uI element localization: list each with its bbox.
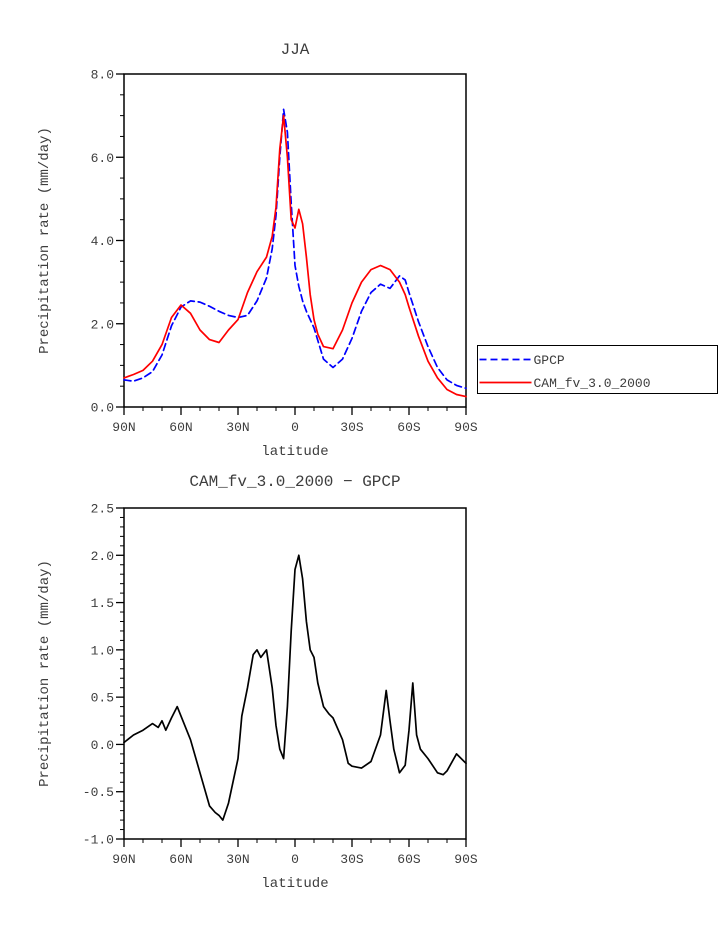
- legend-label: GPCP: [534, 353, 565, 368]
- x-tick-label: 60S: [397, 420, 421, 435]
- chart-title: CAM_fv_3.0_2000 − GPCP: [189, 473, 400, 491]
- legend-label: CAM_fv_3.0_2000: [534, 376, 651, 391]
- y-tick-label: 4.0: [91, 234, 114, 249]
- x-tick-label: 90S: [454, 420, 478, 435]
- series-line-difference: [123, 554, 467, 821]
- x-tick-label: 30N: [226, 852, 249, 867]
- jja-precipitation-chart: 90N 60N 30N 0 30S 60S 90S 0.0 2.0 4.0 6.0 8.0 JJA lat…: [37, 41, 478, 460]
- difference-chart: 90N 60N 30N 0 30S 60S 90S -1.0 -0.5 0.0 0.5 1.0 1.5 2…: [37, 473, 478, 892]
- y-tick-label: 6.0: [91, 151, 114, 166]
- y-tick-label: 8.0: [91, 68, 114, 83]
- x-tick-label: 60S: [397, 852, 421, 867]
- y-tick-label: 1.0: [91, 643, 114, 658]
- y-tick-label: -0.5: [83, 785, 114, 800]
- x-tick-label: 30N: [226, 420, 249, 435]
- series-line-CAM_fv_3.0_2000: [123, 114, 467, 398]
- chart-title: JJA: [281, 41, 310, 59]
- x-axis-label: latitude: [261, 444, 328, 460]
- legend-box: [477, 345, 718, 394]
- x-tick-label: 0: [291, 852, 299, 867]
- y-axis-label: Precipitation rate (mm/day): [37, 127, 53, 354]
- x-tick-label: 30S: [340, 852, 364, 867]
- y-tick-label: 2.5: [91, 502, 114, 517]
- x-axis-label: latitude: [261, 876, 328, 892]
- x-tick-label: 90S: [454, 852, 478, 867]
- plot-box: [123, 507, 467, 840]
- y-tick-label: 0.0: [91, 738, 114, 753]
- series-line-GPCP: [123, 108, 467, 390]
- y-axis-label: Precipitation rate (mm/day): [37, 560, 53, 787]
- x-tick-label: 90N: [112, 420, 135, 435]
- x-tick-label: 30S: [340, 420, 364, 435]
- y-tick-label: 0.0: [91, 401, 114, 416]
- legend: GPCP CAM_fv_3.0_2000: [477, 345, 718, 394]
- y-tick-label: 1.5: [91, 596, 114, 611]
- y-tick-label: 2.0: [91, 317, 114, 332]
- y-tick-label: -1.0: [83, 833, 114, 848]
- plot-box: [123, 73, 467, 408]
- y-tick-label: 2.0: [91, 549, 114, 564]
- x-tick-label: 60N: [169, 852, 192, 867]
- x-tick-label: 0: [291, 420, 299, 435]
- y-tick-label: 0.5: [91, 691, 114, 706]
- x-tick-label: 60N: [169, 420, 192, 435]
- x-tick-label: 90N: [112, 852, 135, 867]
